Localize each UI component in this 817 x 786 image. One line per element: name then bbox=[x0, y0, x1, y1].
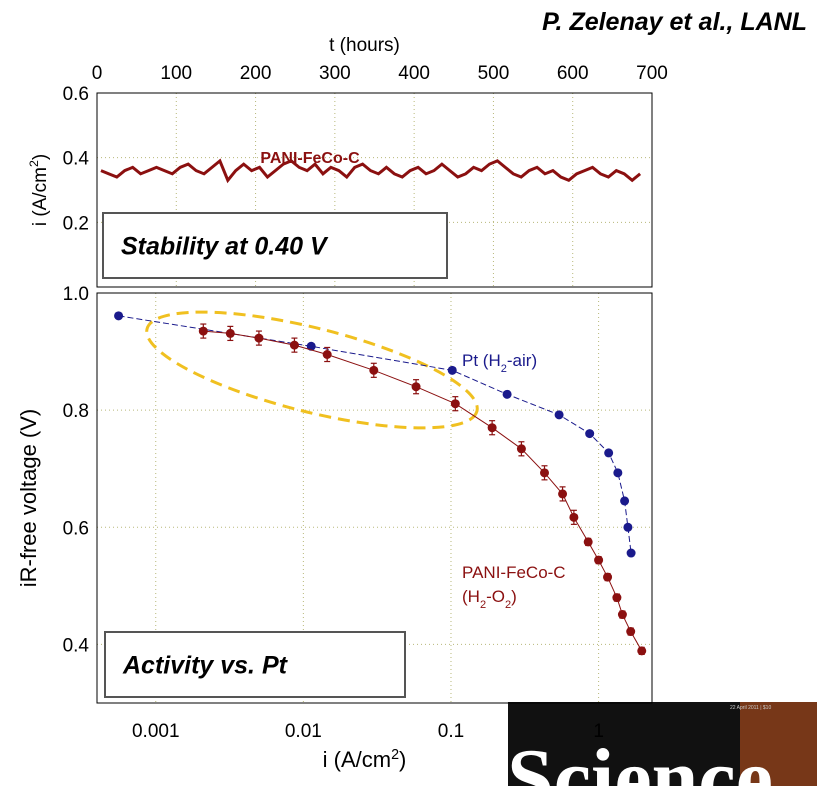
data-point bbox=[637, 646, 647, 656]
y-tick-label: 0.8 bbox=[63, 401, 89, 422]
annotation: Activity vs. Pt bbox=[122, 652, 289, 680]
series-label: PANI-FeCo-C (H2-O2) bbox=[462, 563, 566, 611]
x-tick-label: 700 bbox=[636, 63, 668, 84]
data-point bbox=[585, 429, 595, 439]
data-point bbox=[539, 468, 549, 478]
x-tick-label: 1 bbox=[593, 721, 604, 742]
x-tick-label: 0.01 bbox=[285, 721, 322, 742]
data-point bbox=[626, 627, 636, 637]
x-tick-label: 0 bbox=[92, 63, 103, 84]
data-point bbox=[604, 448, 614, 458]
series-line bbox=[118, 315, 632, 554]
x-tick-label: 500 bbox=[478, 63, 510, 84]
y-tick-label: 0.4 bbox=[63, 149, 90, 170]
x-tick-label: 300 bbox=[319, 63, 351, 84]
series-label-part: ) bbox=[511, 587, 517, 606]
logo-date: 22 April 2011 | $10 bbox=[730, 705, 771, 711]
data-point bbox=[613, 468, 623, 478]
series-label: Pt (H2-air) bbox=[462, 351, 537, 375]
data-point bbox=[620, 496, 630, 506]
y-tick-label: 0.4 bbox=[63, 635, 90, 656]
series-label: PANI-FeCo-C bbox=[260, 150, 360, 167]
y-axis-label-part: i (A/cm bbox=[30, 167, 51, 226]
data-point bbox=[114, 311, 124, 321]
x-axis-label: t (hours) bbox=[329, 35, 400, 56]
x-tick-label: 400 bbox=[398, 63, 430, 84]
annotation-box bbox=[102, 212, 448, 279]
data-point bbox=[487, 423, 497, 433]
x-axis-label-part: i (A/cm bbox=[323, 747, 391, 772]
x-tick-label: 100 bbox=[160, 63, 192, 84]
data-point bbox=[225, 328, 235, 338]
data-point bbox=[502, 389, 512, 399]
data-point bbox=[198, 326, 208, 336]
x-tick-label: 0.001 bbox=[132, 721, 180, 742]
data-point bbox=[450, 399, 460, 409]
data-point bbox=[306, 341, 316, 351]
data-point bbox=[626, 548, 636, 558]
plot-frame bbox=[96, 292, 653, 704]
y-tick-label: 0.6 bbox=[63, 84, 89, 105]
data-point bbox=[623, 522, 633, 532]
x-tick-label: 0.1 bbox=[438, 721, 464, 742]
data-point bbox=[603, 572, 613, 582]
data-point bbox=[594, 555, 604, 565]
series-label-part: Pt (H bbox=[462, 351, 501, 370]
y-tick-label: 0.6 bbox=[63, 518, 89, 539]
series-label-part: 2 bbox=[480, 599, 486, 611]
data-point bbox=[254, 333, 264, 343]
annotation-box bbox=[104, 631, 406, 698]
x-tick-label: 200 bbox=[240, 63, 272, 84]
data-point bbox=[411, 382, 421, 392]
data-point bbox=[569, 512, 579, 522]
data-point bbox=[516, 444, 526, 454]
data-point bbox=[583, 537, 593, 547]
y-tick-label: 1.0 bbox=[63, 284, 89, 305]
logo-text: Science bbox=[507, 732, 773, 786]
y-axis-label: i (A/cm2) bbox=[27, 154, 51, 226]
annotation: Stability at 0.40 V bbox=[121, 233, 329, 261]
x-tick-label: 600 bbox=[557, 63, 589, 84]
y-tick-label: 0.2 bbox=[63, 213, 89, 234]
series-label-part: -O bbox=[486, 587, 505, 606]
data-point bbox=[554, 410, 564, 420]
y-axis-label-part: 2 bbox=[27, 160, 41, 167]
data-point bbox=[617, 610, 627, 620]
series-label-part: (H bbox=[462, 587, 480, 606]
data-point bbox=[289, 340, 299, 350]
data-point bbox=[612, 593, 622, 603]
credit: P. Zelenay et al., LANL bbox=[542, 8, 807, 36]
series-label-part: 2 bbox=[505, 599, 511, 611]
data-point bbox=[369, 365, 379, 375]
y-axis-label-part: ) bbox=[30, 154, 51, 160]
series-label-part: -air) bbox=[507, 351, 537, 370]
y-axis-label: iR-free voltage (V) bbox=[16, 409, 41, 588]
series-label-part: PANI-FeCo-C bbox=[462, 563, 566, 582]
x-axis-label-part: 2 bbox=[391, 747, 399, 763]
series-line bbox=[100, 158, 642, 184]
series-label-part: 2 bbox=[501, 363, 507, 375]
series-line bbox=[203, 330, 643, 652]
data-point bbox=[558, 489, 568, 499]
highlight-ellipse bbox=[145, 310, 479, 430]
plot-frame bbox=[96, 92, 653, 288]
logo-art bbox=[740, 702, 817, 786]
data-point bbox=[322, 350, 332, 359]
x-axis-label-part: ) bbox=[399, 747, 406, 772]
data-point bbox=[447, 365, 457, 375]
x-axis-label: i (A/cm2) bbox=[323, 747, 407, 772]
